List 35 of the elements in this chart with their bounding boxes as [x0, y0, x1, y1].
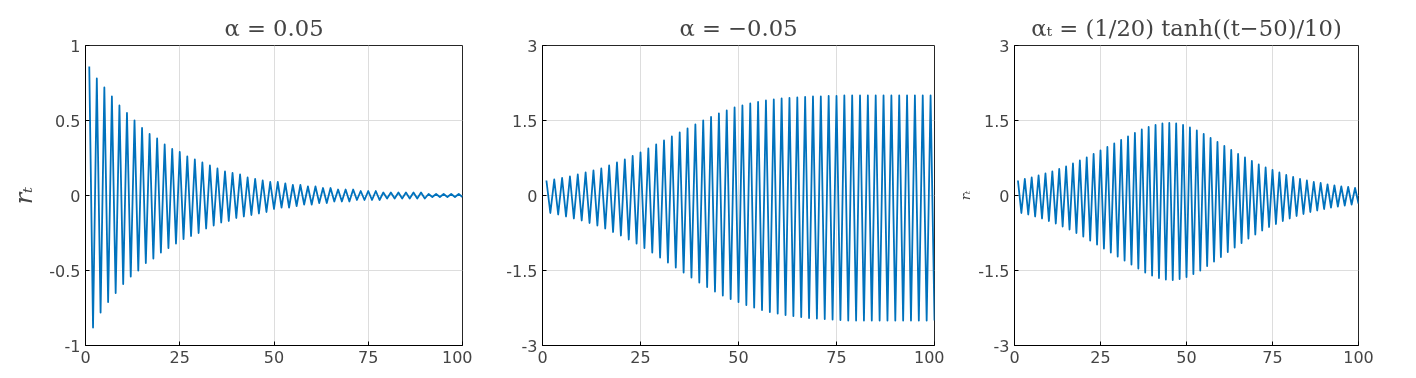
- y-tick-label: 0: [70, 186, 81, 206]
- y-tick-label: 3: [527, 36, 538, 56]
- x-tick-label: 50: [263, 347, 285, 367]
- y-tick-label: 1.5: [512, 111, 538, 131]
- line-series: [1017, 122, 1359, 281]
- chart-title: α = −0.05: [679, 14, 798, 41]
- y-tick-label: -1.5: [506, 261, 538, 281]
- y-axis-title: rₜ: [958, 189, 974, 201]
- x-tick-label: 25: [1090, 347, 1111, 367]
- x-tick-label: 75: [1262, 347, 1283, 367]
- y-tick-label: -1: [64, 336, 81, 356]
- x-tick-label: 100: [441, 347, 473, 367]
- x-tick-label: 100: [1343, 347, 1374, 367]
- x-tick-label: 100: [913, 347, 945, 367]
- y-tick-label: -0.5: [49, 261, 81, 281]
- y-tick-label: -1.5: [978, 261, 1010, 281]
- x-tick-label: 50: [1176, 347, 1197, 367]
- y-tick-label: 3: [999, 36, 1010, 56]
- y-tick-label: 0.5: [55, 111, 81, 131]
- line-series: [545, 94, 935, 322]
- line-series: [88, 65, 463, 329]
- y-tick-label: 0: [999, 186, 1010, 206]
- y-tick-label: 0: [527, 186, 538, 206]
- y-axis-title: rₜ: [10, 186, 39, 205]
- y-tick-label: -3: [521, 336, 538, 356]
- x-tick-label: 25: [630, 347, 651, 367]
- y-tick-label: 1.5: [984, 111, 1010, 131]
- chart-title: αₜ = (1/20) tanh((t−50)/10): [1031, 14, 1342, 41]
- x-tick-label: 25: [169, 347, 190, 367]
- x-tick-label: 50: [728, 347, 749, 367]
- y-tick-label: -3: [993, 336, 1010, 356]
- x-tick-label: 75: [826, 347, 847, 367]
- y-tick-label: 1: [70, 36, 81, 56]
- chart-title: α = 0.05: [224, 14, 324, 41]
- x-tick-label: 75: [358, 347, 379, 367]
